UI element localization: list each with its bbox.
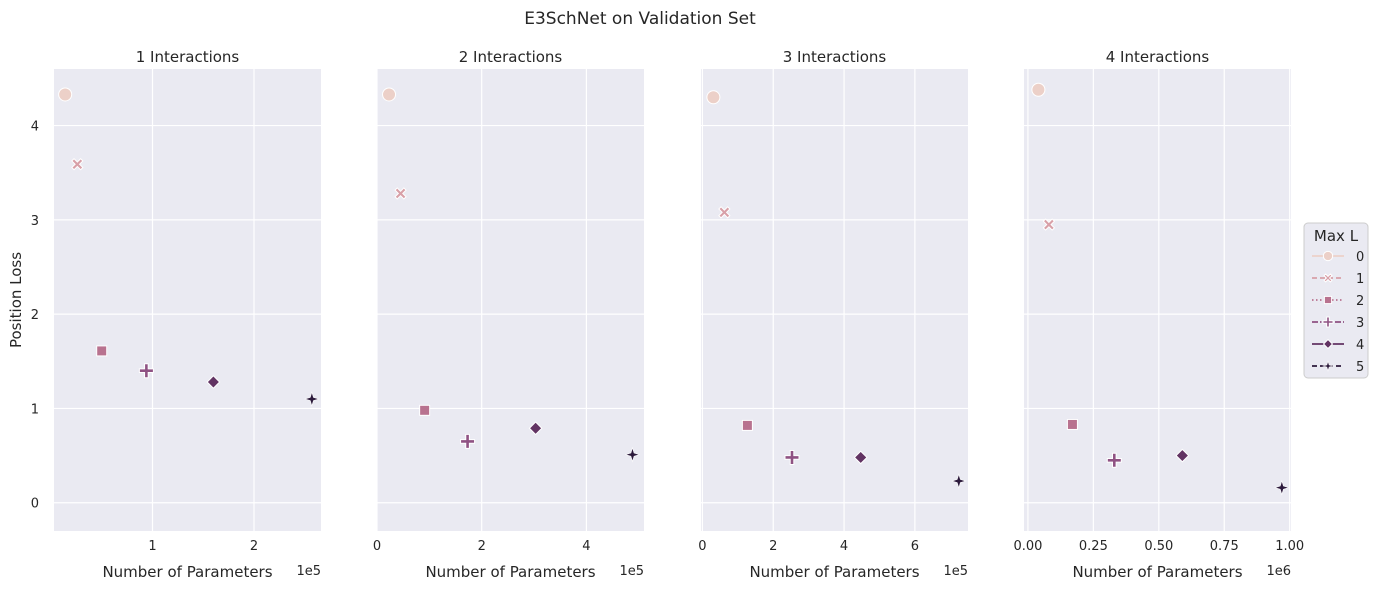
x-tick-label: 0 [373,539,381,554]
x-tick-label: 0.00 [1013,539,1042,554]
data-point-maxl-2 [741,419,753,431]
legend-title: Max L [1314,227,1359,245]
legend-entry-1: 1 [1312,272,1364,287]
legend-entry-5: 5 [1312,360,1364,375]
data-point-maxl-2 [1066,418,1078,430]
x-axis-label: Number of Parameters [425,563,595,581]
x-tick-label: 4 [582,539,590,554]
data-point-maxl-4 [528,421,543,436]
legend-marker [1323,295,1333,305]
x-tick-label: 2 [769,539,777,554]
data-point-maxl-3 [1106,452,1122,468]
data-point-maxl-5 [950,473,967,489]
y-tick-label: 2 [31,308,39,323]
x-offset-label: 1e5 [296,564,321,579]
legend-marker [1323,273,1333,283]
y-tick-label: 1 [31,402,39,417]
x-tick-label: 0.50 [1144,539,1173,554]
data-point-maxl-1 [394,187,407,200]
legend-marker [1322,360,1334,372]
x-offset-label: 1e5 [943,564,968,579]
figure-title: E3SchNet on Validation Set [524,9,756,29]
x-tick-label: 2 [250,539,258,554]
plot-area [54,69,321,531]
subplot-2: 2 Interactions 0 2 4 Number of Parameters 1e5 [373,48,644,581]
data-point-maxl-0 [706,90,721,105]
legend-marker [1322,338,1334,350]
data-point-maxl-1 [1042,218,1056,231]
data-point-maxl-4 [206,375,221,389]
legend-entry-4: 4 [1312,338,1364,353]
legend-marker [1322,250,1334,262]
subplot-title: 1 Interactions [136,48,240,66]
subplot-3: 3 Interactions 0 2 4 6 Number of Parameters 1e… [698,48,968,581]
x-tick-label: 0.25 [1079,539,1108,554]
legend-marker [1322,316,1334,328]
x-axis-label: Number of Parameters [749,563,919,581]
legend-entry-2: 2 [1312,294,1364,309]
data-point-maxl-4 [853,450,868,465]
x-offset-label: 1e6 [1266,564,1291,579]
data-point-maxl-5 [304,391,320,407]
data-point-maxl-4 [1175,448,1190,463]
legend: Max L 0 1 2 3 4 5 [1303,222,1369,379]
x-tick-label: 0 [698,539,706,554]
y-axis-label: Position Loss [7,252,25,348]
y-tick-label: 3 [31,214,39,229]
x-tick-label: 1.00 [1275,539,1304,554]
subplot-1: 1 Interactions 1 2 0 1 2 3 4 Number of Parameter… [7,48,321,581]
y-tick-label: 4 [31,120,39,135]
plot-area [1024,69,1291,531]
data-point-maxl-3 [138,363,154,379]
data-point-maxl-0 [58,87,73,102]
x-tick-label: 1 [148,539,156,554]
legend-entry-3: 3 [1312,316,1364,331]
data-point-maxl-3 [460,433,476,449]
subplot-title: 2 Interactions [459,48,563,66]
x-tick-label: 2 [478,539,486,554]
subplot-title: 4 Interactions [1106,48,1210,66]
data-point-maxl-0 [1031,82,1046,97]
data-point-maxl-5 [1274,479,1290,496]
subplot-title: 3 Interactions [783,48,887,66]
data-point-maxl-2 [419,404,431,416]
x-offset-label: 1e5 [619,564,644,579]
plot-area [701,69,968,531]
subplot-4: 4 Interactions 0.00 0.25 0.50 0.75 1.00 Number… [1013,48,1304,581]
legend-label: 3 [1356,316,1364,331]
y-tick-label: 0 [31,497,39,512]
x-tick-label: 4 [840,539,848,554]
legend-label: 2 [1356,294,1364,309]
legend-label: 1 [1356,272,1364,287]
x-axis-label: Number of Parameters [102,563,272,581]
data-point-maxl-5 [624,446,641,463]
x-tick-label: 0.75 [1210,539,1239,554]
data-point-maxl-1 [718,206,731,219]
plot-area [377,69,644,531]
data-point-maxl-1 [71,158,84,171]
x-tick-label: 6 [911,539,919,554]
data-point-maxl-2 [96,345,108,357]
legend-entry-0: 0 [1312,250,1364,265]
x-axis-label: Number of Parameters [1072,563,1242,581]
subplot-panels: 1 Interactions 1 2 0 1 2 3 4 Number of Parameter… [7,48,1304,581]
data-point-maxl-0 [382,87,397,102]
data-point-maxl-3 [784,449,800,465]
legend-label: 0 [1356,250,1364,265]
legend-label: 4 [1356,338,1364,353]
legend-label: 5 [1356,360,1364,375]
